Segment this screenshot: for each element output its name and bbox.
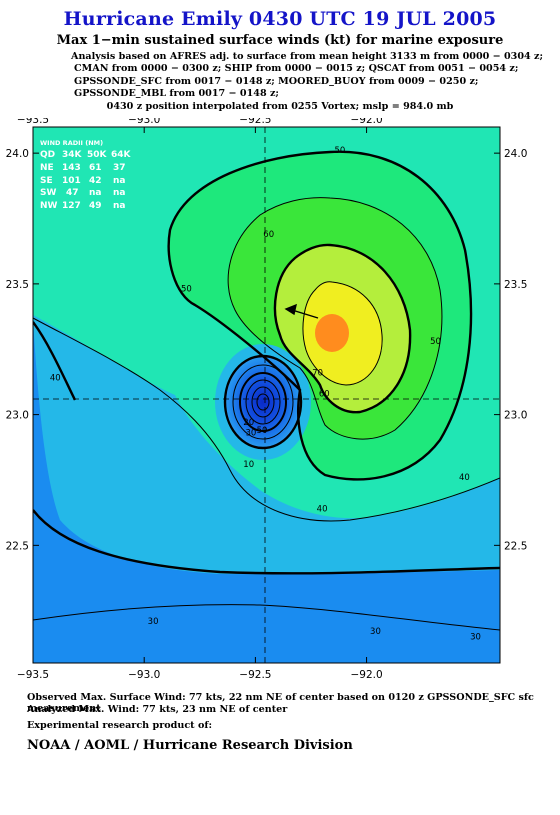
analyzed-max-wind: Analyzed Max. Wind: 77 kts, 23 nm NE of … — [27, 704, 288, 715]
x-tick-label-bottom: −92.5 — [239, 669, 271, 678]
map-title: Hurricane Emily 0430 UTC 19 JUL 2005 — [63, 8, 497, 30]
contour-label: 10 — [243, 460, 254, 470]
wind-radii-row-se: SE 101 42 na — [40, 176, 125, 186]
vortex-contour-4 — [245, 379, 281, 425]
plot-frame — [32, 126, 501, 664]
y-tick-label-left: 24.0 — [6, 148, 29, 160]
wind-radii-row-nw: NW 127 49 na — [40, 201, 125, 211]
axis-ticks: −93.5 −93.5 −93.0 −93.0 −92.5 −92.5 −92.0 −92.0… — [6, 118, 528, 678]
contour-30 — [33, 604, 500, 631]
x-tick-label-bottom: −93.5 — [17, 669, 49, 678]
y-tick-label-left: 23.0 — [6, 410, 29, 422]
analysis-line-1: Analysis based on AFRES adj. to surface … — [71, 51, 544, 62]
motion-arrow — [284, 303, 319, 319]
wind-radii-row-sw: SW 47 na na — [40, 188, 125, 198]
map-subtitle: Max 1−min sustained surface winds (kt) f… — [56, 33, 504, 48]
observed-max-wind: Observed Max. Surface Wind: 77 kts, 22 n… — [27, 692, 534, 714]
analysis-sources: Analysis based on AFRES adj. to surface … — [71, 51, 544, 100]
x-tick-label-bottom: −92.0 — [350, 669, 382, 678]
experimental-note: Experimental research product of: — [27, 720, 213, 731]
contour-label: 60 — [263, 230, 274, 240]
x-tick-label-top: −93.0 — [128, 118, 160, 126]
y-tick-label-left: 22.5 — [6, 540, 29, 552]
analysis-line-4: GPSSONDE_MBL from 0017 − 0148 z; — [74, 87, 279, 99]
arrowhead-icon — [284, 303, 297, 316]
x-tick-label-top: −92.0 — [350, 118, 382, 126]
contour-label: 50 — [430, 337, 441, 347]
contour-label: 40 — [50, 374, 61, 384]
contour-fill-group — [33, 127, 500, 663]
y-tick-label-left: 23.5 — [6, 279, 29, 291]
vortex-contour-5 — [251, 386, 275, 418]
wind-radii-table: WIND RADII (NM) QD 34K 50K 64K NE 143 61 37 SE… — [40, 139, 132, 211]
analysis-line-3: GPSSONDE_SFC from 0017 − 0148 z; MOORED_… — [74, 75, 479, 87]
contour-label: 50 — [334, 146, 345, 156]
contour-label: 50 — [181, 285, 192, 295]
max-wind-core — [315, 314, 349, 352]
vortex-contour-6 — [256, 393, 270, 411]
vortex-contour-3 — [239, 372, 287, 432]
vortex-contour-2 — [232, 364, 294, 440]
contour-lines-group — [33, 150, 500, 631]
contour-label: 30 — [148, 617, 159, 627]
y-tick-label-right: 24.0 — [504, 148, 527, 160]
analysis-line-2: CMAN from 0000 − 0300 z; SHIP from 0000 … — [74, 63, 519, 75]
contour-label: 30 — [246, 429, 257, 439]
contour-label: 50 — [257, 426, 268, 436]
contour-75 — [302, 281, 383, 386]
contour-label: 70 — [312, 368, 323, 378]
y-tick-label-right: 22.5 — [504, 540, 527, 552]
contour-label: 30 — [370, 627, 381, 637]
contour-30-thick — [33, 509, 500, 575]
crosshair — [33, 127, 500, 663]
x-tick-label-top: −93.5 — [17, 118, 49, 126]
vortex-contour-1 — [223, 354, 303, 450]
contour-40 — [33, 317, 500, 522]
wind-radii-header: QD 34K 50K 64K — [40, 150, 132, 160]
contour-label: 60 — [319, 389, 330, 399]
contour-label: 40 — [459, 473, 470, 483]
x-tick-label-bottom: −93.0 — [128, 669, 160, 678]
organization: NOAA / AOML / Hurricane Research Divisio… — [27, 738, 353, 753]
contour-70 — [273, 243, 412, 414]
contour-label: 40 — [317, 504, 328, 514]
contour-60 — [227, 197, 443, 440]
contour-label: 30 — [470, 632, 481, 642]
wind-radii-title: WIND RADII (NM) — [40, 139, 103, 147]
y-tick-label-right: 23.5 — [504, 279, 527, 291]
wind-radii-row-ne: NE 143 61 37 — [40, 163, 126, 173]
contour-label: 20 — [243, 418, 254, 428]
contour-40-thick — [33, 321, 77, 401]
position-note: 0430 z position interpolated from 0255 V… — [106, 101, 454, 112]
y-tick-label-right: 23.0 — [504, 410, 527, 422]
x-tick-label-top: −92.5 — [239, 118, 271, 126]
vortex-core — [225, 356, 301, 448]
contour-50 — [167, 150, 473, 481]
